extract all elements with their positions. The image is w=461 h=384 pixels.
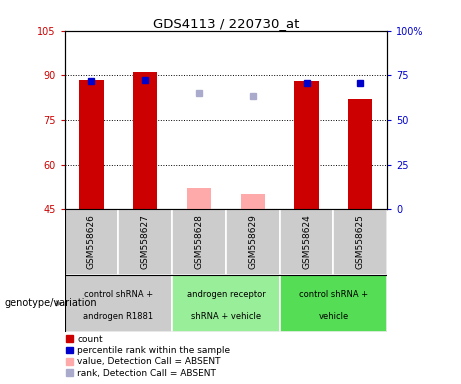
Text: GSM558625: GSM558625: [356, 215, 365, 269]
Bar: [333, 209, 387, 275]
Bar: [226, 209, 280, 275]
Bar: [172, 275, 280, 332]
Text: control shRNA +: control shRNA +: [84, 290, 153, 299]
Text: androgen receptor: androgen receptor: [187, 290, 265, 299]
Text: vehicle: vehicle: [319, 311, 349, 321]
Bar: [172, 209, 226, 275]
Bar: [280, 275, 387, 332]
Bar: [280, 209, 333, 275]
Bar: [348, 99, 372, 209]
Text: GSM558627: GSM558627: [141, 215, 150, 269]
Title: GDS4113 / 220730_at: GDS4113 / 220730_at: [153, 17, 299, 30]
Bar: [65, 275, 172, 332]
Bar: [241, 194, 265, 209]
Text: genotype/variation: genotype/variation: [5, 298, 97, 308]
Bar: [118, 209, 172, 275]
Text: GSM558628: GSM558628: [195, 215, 203, 269]
Bar: [295, 81, 319, 209]
Text: GSM558624: GSM558624: [302, 215, 311, 269]
Text: shRNA + vehicle: shRNA + vehicle: [191, 311, 261, 321]
Bar: [79, 80, 104, 209]
Text: control shRNA +: control shRNA +: [299, 290, 368, 299]
Bar: [133, 73, 157, 209]
Text: androgen R1881: androgen R1881: [83, 311, 154, 321]
Legend: count, percentile rank within the sample, value, Detection Call = ABSENT, rank, : count, percentile rank within the sample…: [65, 333, 232, 379]
Text: GSM558629: GSM558629: [248, 215, 257, 269]
Text: GSM558626: GSM558626: [87, 215, 96, 269]
Bar: [187, 189, 211, 209]
Bar: [65, 209, 118, 275]
